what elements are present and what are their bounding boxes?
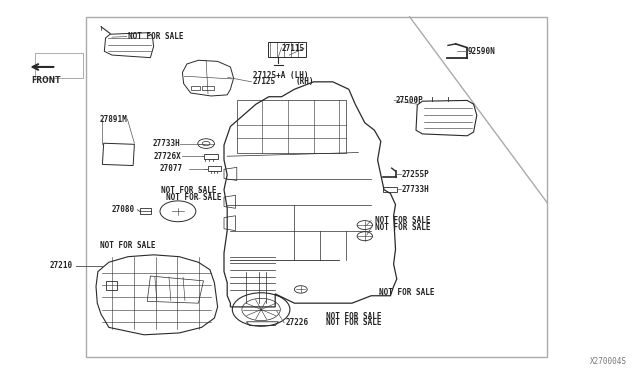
- Text: 27125+A (LH): 27125+A (LH): [253, 71, 308, 80]
- Text: NOT FOR SALE: NOT FOR SALE: [100, 241, 156, 250]
- Text: 92590N: 92590N: [467, 47, 495, 56]
- Text: (RH): (RH): [296, 77, 314, 86]
- Bar: [237, 100, 346, 153]
- Text: 27115: 27115: [282, 44, 305, 53]
- Text: NOT FOR SALE: NOT FOR SALE: [128, 32, 184, 41]
- Text: NOT FOR SALE: NOT FOR SALE: [375, 216, 431, 225]
- Text: NOT FOR SALE: NOT FOR SALE: [326, 312, 382, 321]
- Text: 27080: 27080: [112, 205, 135, 214]
- Text: 27500P: 27500P: [396, 96, 423, 105]
- Text: 27733H: 27733H: [152, 139, 180, 148]
- Text: FRONT: FRONT: [31, 76, 61, 85]
- Bar: [191, 86, 200, 90]
- Text: NOT FOR SALE: NOT FOR SALE: [326, 318, 382, 327]
- Text: 27733H: 27733H: [402, 185, 429, 194]
- Bar: [208, 166, 221, 171]
- Bar: [106, 281, 117, 290]
- Text: 27077: 27077: [160, 164, 183, 173]
- Bar: [86, 17, 547, 357]
- Text: 27726X: 27726X: [154, 152, 181, 161]
- Text: NOT FOR SALE: NOT FOR SALE: [375, 223, 431, 232]
- Text: 27255P: 27255P: [402, 170, 429, 179]
- Text: 27125: 27125: [253, 77, 276, 86]
- Bar: [202, 86, 214, 90]
- Text: NOT FOR SALE: NOT FOR SALE: [161, 186, 217, 195]
- Text: 27210: 27210: [50, 262, 73, 270]
- Bar: [268, 42, 306, 57]
- Text: 27891M: 27891M: [99, 115, 127, 124]
- Bar: [383, 187, 397, 192]
- Text: NOT FOR SALE: NOT FOR SALE: [379, 288, 435, 297]
- Text: NOT FOR SALE: NOT FOR SALE: [166, 193, 222, 202]
- Text: 27226: 27226: [286, 318, 309, 327]
- Bar: [140, 208, 151, 214]
- Bar: [204, 154, 218, 159]
- Text: X270004S: X270004S: [590, 357, 627, 366]
